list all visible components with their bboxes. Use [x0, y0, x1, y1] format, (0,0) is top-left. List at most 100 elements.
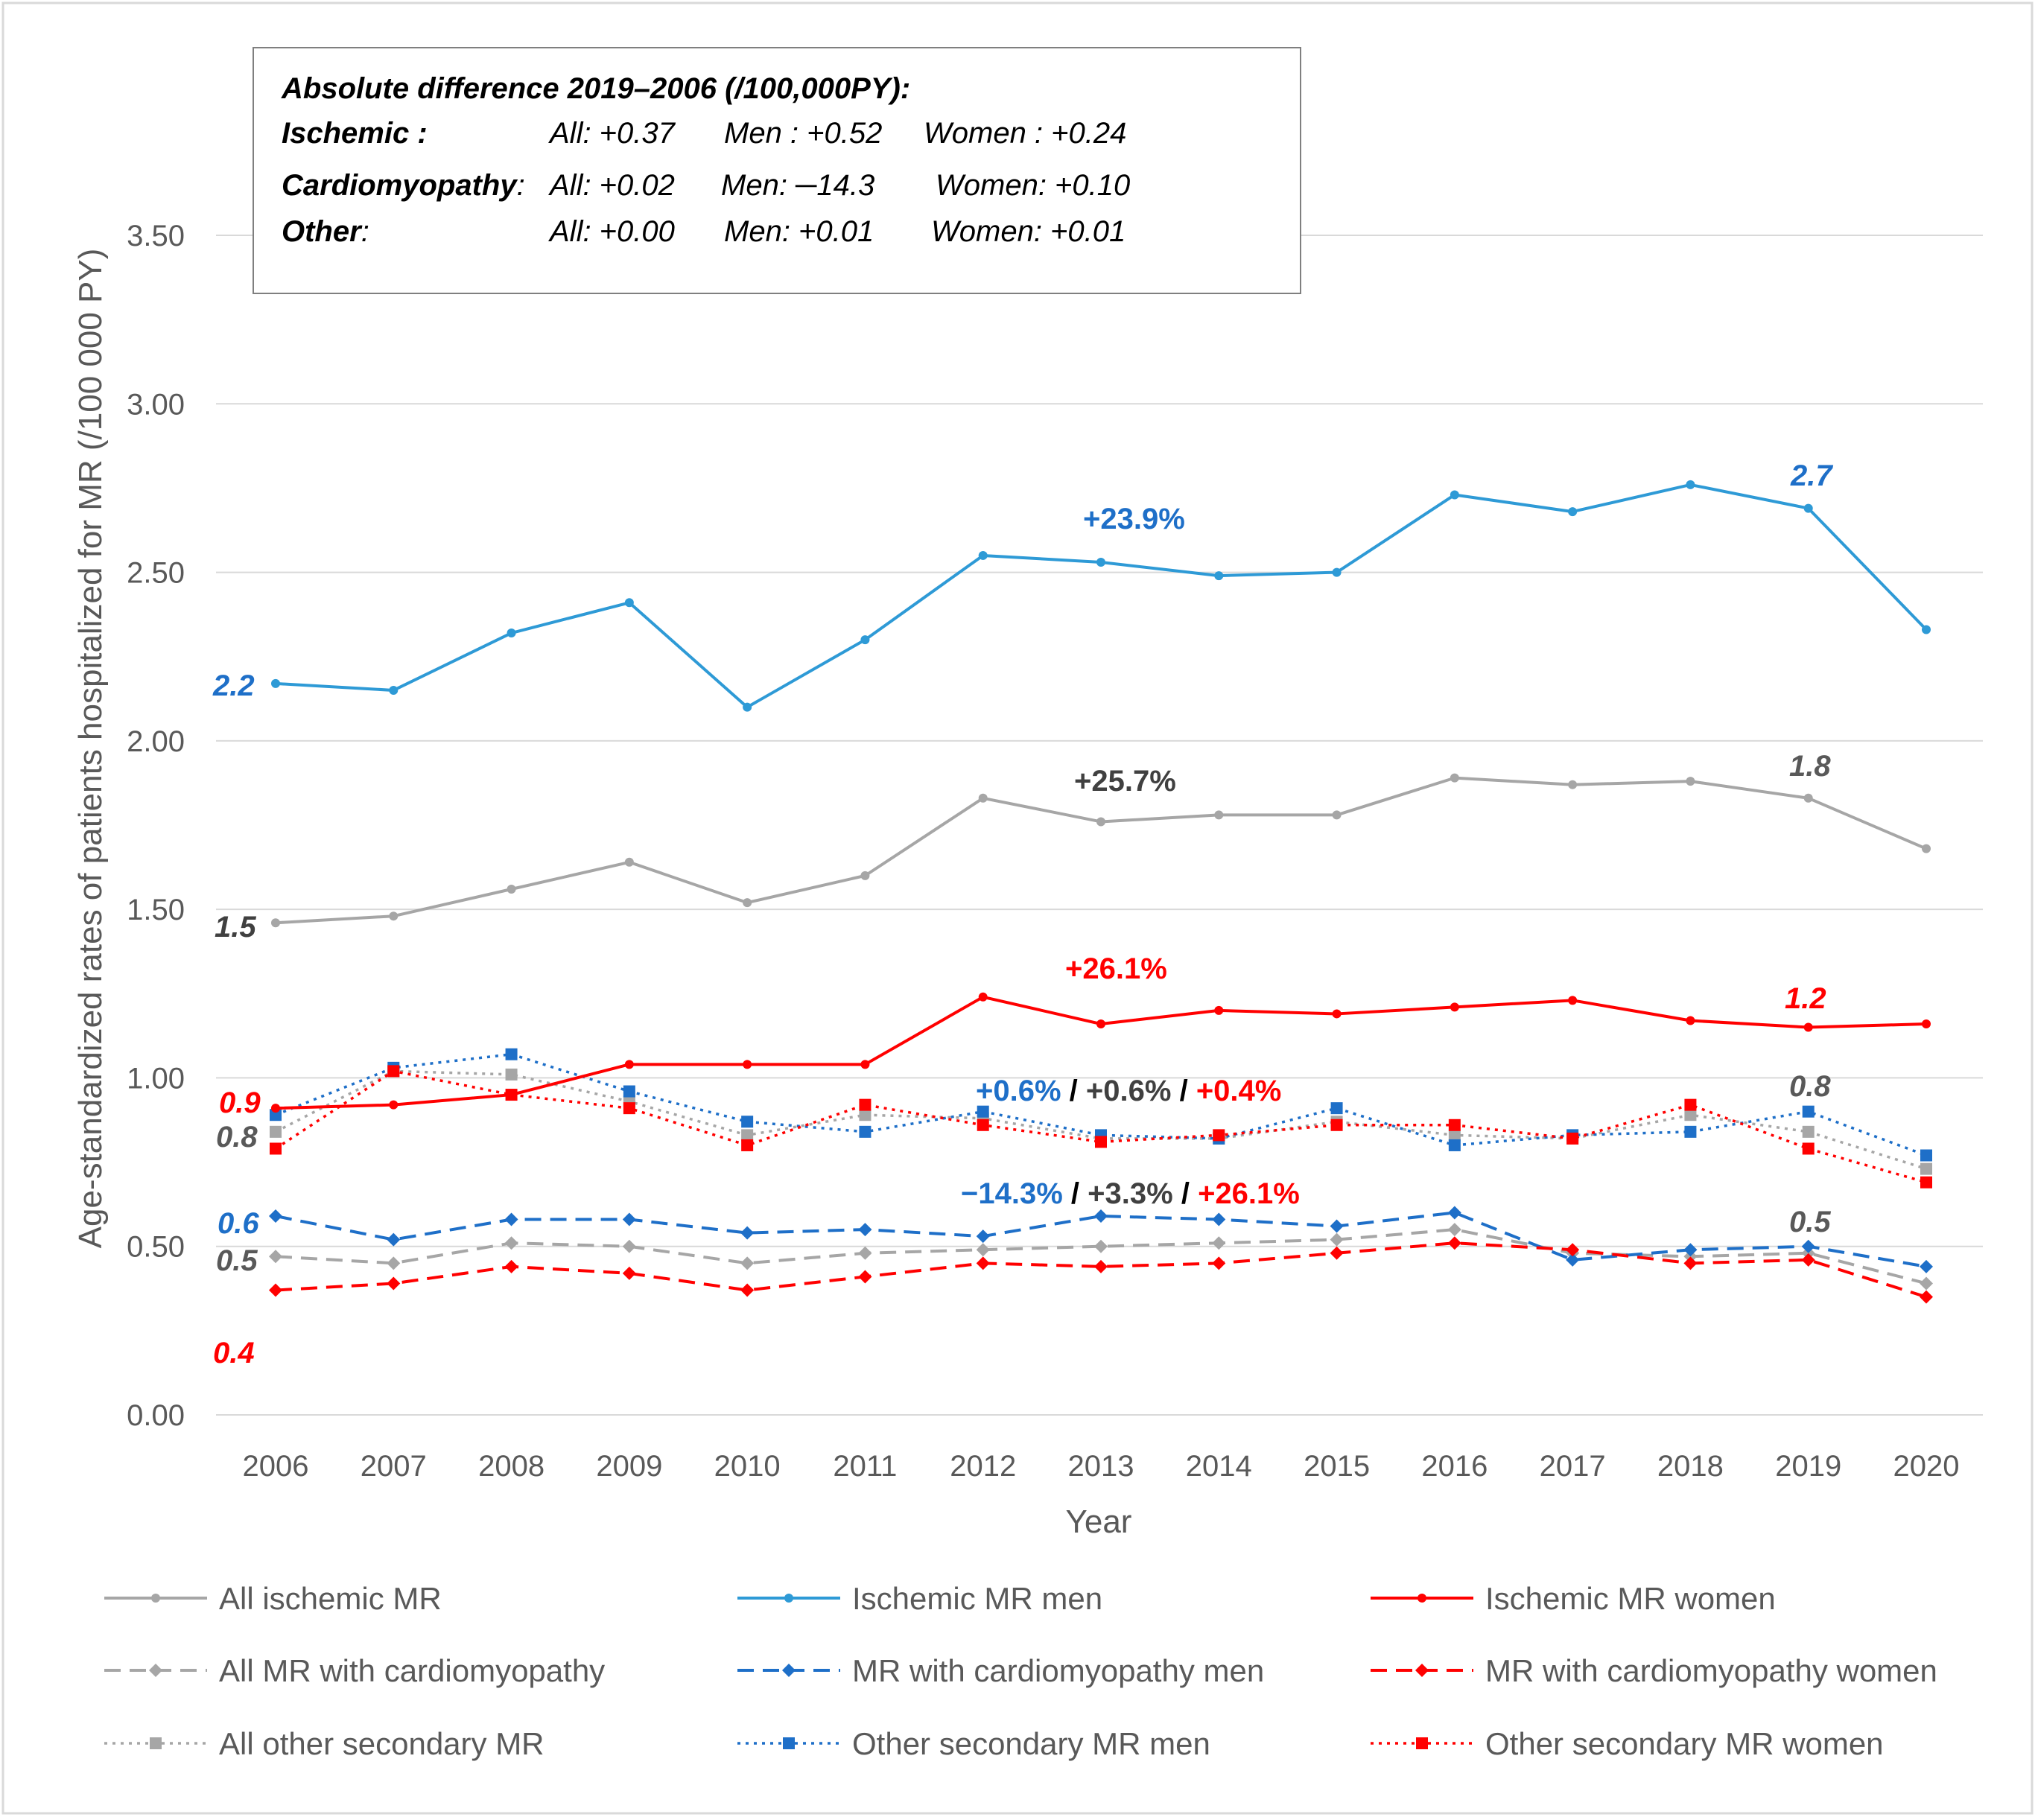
data-point-all-mr-with-cardiomyopathy [1094, 1239, 1108, 1253]
data-point-ischemic-mr-men [860, 635, 870, 645]
data-point-all-ischemic-mr [1568, 780, 1578, 789]
info-box-frame [253, 47, 1301, 294]
data-point-all-mr-with-cardiomyopathy [1212, 1236, 1226, 1250]
x-tick-label: 2008 [478, 1450, 545, 1483]
data-point-all-mr-with-cardiomyopathy [1447, 1223, 1461, 1237]
data-point-ischemic-mr-women [271, 1104, 280, 1113]
data-point-ischemic-mr-men [743, 702, 752, 712]
info-row-ischemic-men: Men : +0.52 [724, 117, 882, 150]
anno-cm-women-pct: +26.1% [1198, 1177, 1300, 1210]
legend-label: All ischemic MR [219, 1581, 442, 1616]
anno-men-end: 2.7 [1790, 459, 1833, 492]
data-point-mr-with-cardiomyopathy-men [387, 1232, 401, 1247]
data-point-other-secondary-mr-women [1802, 1142, 1815, 1155]
data-point-all-mr-with-cardiomyopathy [740, 1256, 755, 1270]
x-tick-label: 2006 [243, 1450, 309, 1483]
data-point-all-ischemic-mr [978, 793, 988, 803]
data-point-all-mr-with-cardiomyopathy [269, 1250, 282, 1264]
legend-swatch-marker [151, 1594, 160, 1603]
legend-label: Ischemic MR men [852, 1581, 1102, 1616]
data-point-all-mr-with-cardiomyopathy [504, 1236, 518, 1250]
data-point-all-ischemic-mr [271, 918, 280, 928]
info-row-other-all: All: +0.00 [548, 215, 675, 248]
legend-label: Other secondary MR men [852, 1726, 1210, 1761]
data-point-all-mr-with-cardiomyopathy [976, 1243, 990, 1257]
data-point-ischemic-mr-women [860, 1060, 870, 1069]
info-row-other-colon: : [361, 215, 369, 248]
data-point-all-mr-with-cardiomyopathy [387, 1256, 401, 1270]
x-axis-title: Year [1066, 1504, 1132, 1540]
x-tick-label: 2013 [1068, 1450, 1134, 1483]
data-point-mr-with-cardiomyopathy-women [1920, 1290, 1933, 1304]
data-point-all-ischemic-mr [860, 871, 870, 880]
x-tick-label: 2014 [1186, 1450, 1252, 1483]
info-box-heading: Absolute difference 2019–2006 (/100,000P… [281, 72, 910, 105]
info-row-cardiomyopathy-all: All: +0.02 [548, 169, 675, 202]
x-tick-label: 2019 [1775, 1450, 1841, 1483]
data-point-other-secondary-mr-women [1448, 1119, 1461, 1131]
data-point-other-secondary-mr-women [387, 1065, 400, 1078]
data-point-ischemic-mr-women [1803, 1022, 1813, 1032]
data-point-all-other-secondary-mr [741, 1129, 754, 1142]
y-axis-ticks: 0.00 0.50 1.00 1.50 2.00 2.50 3.00 3.50 [127, 220, 185, 1432]
anno-other-men-pct: +0.6% [976, 1075, 1061, 1107]
data-point-other-secondary-mr-women [859, 1098, 872, 1111]
data-point-all-other-secondary-mr [1920, 1162, 1932, 1175]
data-point-ischemic-mr-women [1450, 1002, 1459, 1012]
anno-men-pct: +23.9% [1083, 503, 1185, 535]
data-point-mr-with-cardiomyopathy-men [858, 1223, 872, 1237]
data-point-other-secondary-mr-women [1213, 1129, 1225, 1142]
data-point-ischemic-mr-women [743, 1060, 752, 1069]
anno-cm-slash-2: / [1181, 1177, 1190, 1210]
anno-women-pct: +26.1% [1065, 952, 1167, 985]
data-point-all-ischemic-mr [1922, 844, 1931, 853]
data-point-other-secondary-mr-men [859, 1125, 872, 1138]
data-point-other-secondary-mr-men [977, 1105, 989, 1118]
x-tick-label: 2012 [950, 1450, 1016, 1483]
data-point-ischemic-mr-men [1568, 507, 1578, 517]
data-point-ischemic-mr-men [507, 629, 516, 638]
data-point-other-secondary-mr-men [1330, 1102, 1343, 1115]
x-tick-label: 2016 [1421, 1450, 1488, 1483]
data-point-ischemic-mr-women [1096, 1019, 1105, 1029]
data-point-mr-with-cardiomyopathy-men [622, 1212, 636, 1226]
info-row-ischemic-women: Women : +0.24 [924, 117, 1126, 150]
data-point-all-ischemic-mr [624, 857, 634, 867]
data-point-mr-with-cardiomyopathy-women [387, 1276, 401, 1291]
legend-item-ischemic-mr-women: Ischemic MR women [1371, 1581, 1776, 1616]
data-point-mr-with-cardiomyopathy-men [269, 1209, 282, 1223]
anno-cm-slash-1: / [1071, 1177, 1079, 1210]
series-line-mr-with-cardiomyopathy-men [275, 1211, 1927, 1268]
anno-other-all-pct: +0.6% [1086, 1075, 1172, 1107]
legend-item-ischemic-mr-men: Ischemic MR men [737, 1581, 1102, 1616]
data-point-other-secondary-mr-men [505, 1048, 518, 1060]
legend-label: MR with cardiomyopathy women [1485, 1653, 1937, 1688]
y-tick-label: 2.50 [127, 557, 185, 590]
anno-cm-pcts: −14.3% / +3.3% / +26.1% [961, 1177, 1300, 1210]
data-point-all-other-secondary-mr [859, 1109, 872, 1121]
data-point-all-other-secondary-mr [1684, 1109, 1697, 1121]
y-tick-label: 2.00 [127, 725, 185, 758]
data-point-mr-with-cardiomyopathy-men [1447, 1206, 1461, 1220]
data-point-all-ischemic-mr [1803, 793, 1813, 803]
info-row-cardiomyopathy-label: Cardiomyopathy: [282, 169, 525, 202]
series-mr-with-cardiomyopathy-women [269, 1236, 1933, 1304]
anno-other-end: 0.8 [1789, 1070, 1831, 1103]
legend-item-mr-with-cardiomyopathy-women: MR with cardiomyopathy women [1371, 1653, 1937, 1688]
y-tick-label: 3.00 [127, 388, 185, 421]
data-point-mr-with-cardiomyopathy-men [1683, 1243, 1698, 1257]
y-tick-label: 1.50 [127, 894, 185, 926]
x-tick-label: 2011 [833, 1450, 897, 1483]
series-mr-with-cardiomyopathy-men [269, 1206, 1933, 1273]
series-other-secondary-mr-men [270, 1048, 1932, 1162]
data-point-mr-with-cardiomyopathy-men [740, 1226, 755, 1240]
data-point-all-ischemic-mr [1214, 810, 1224, 820]
data-point-ischemic-mr-men [1214, 571, 1224, 581]
data-point-all-ischemic-mr [1332, 810, 1342, 820]
series-ischemic-mr-men [271, 480, 1931, 712]
data-point-ischemic-mr-women [1686, 1016, 1695, 1025]
info-row-cardiomyopathy-men: Men: ─14.3 [721, 169, 874, 202]
data-point-all-mr-with-cardiomyopathy [1683, 1250, 1698, 1264]
data-point-all-other-secondary-mr [1802, 1125, 1815, 1138]
